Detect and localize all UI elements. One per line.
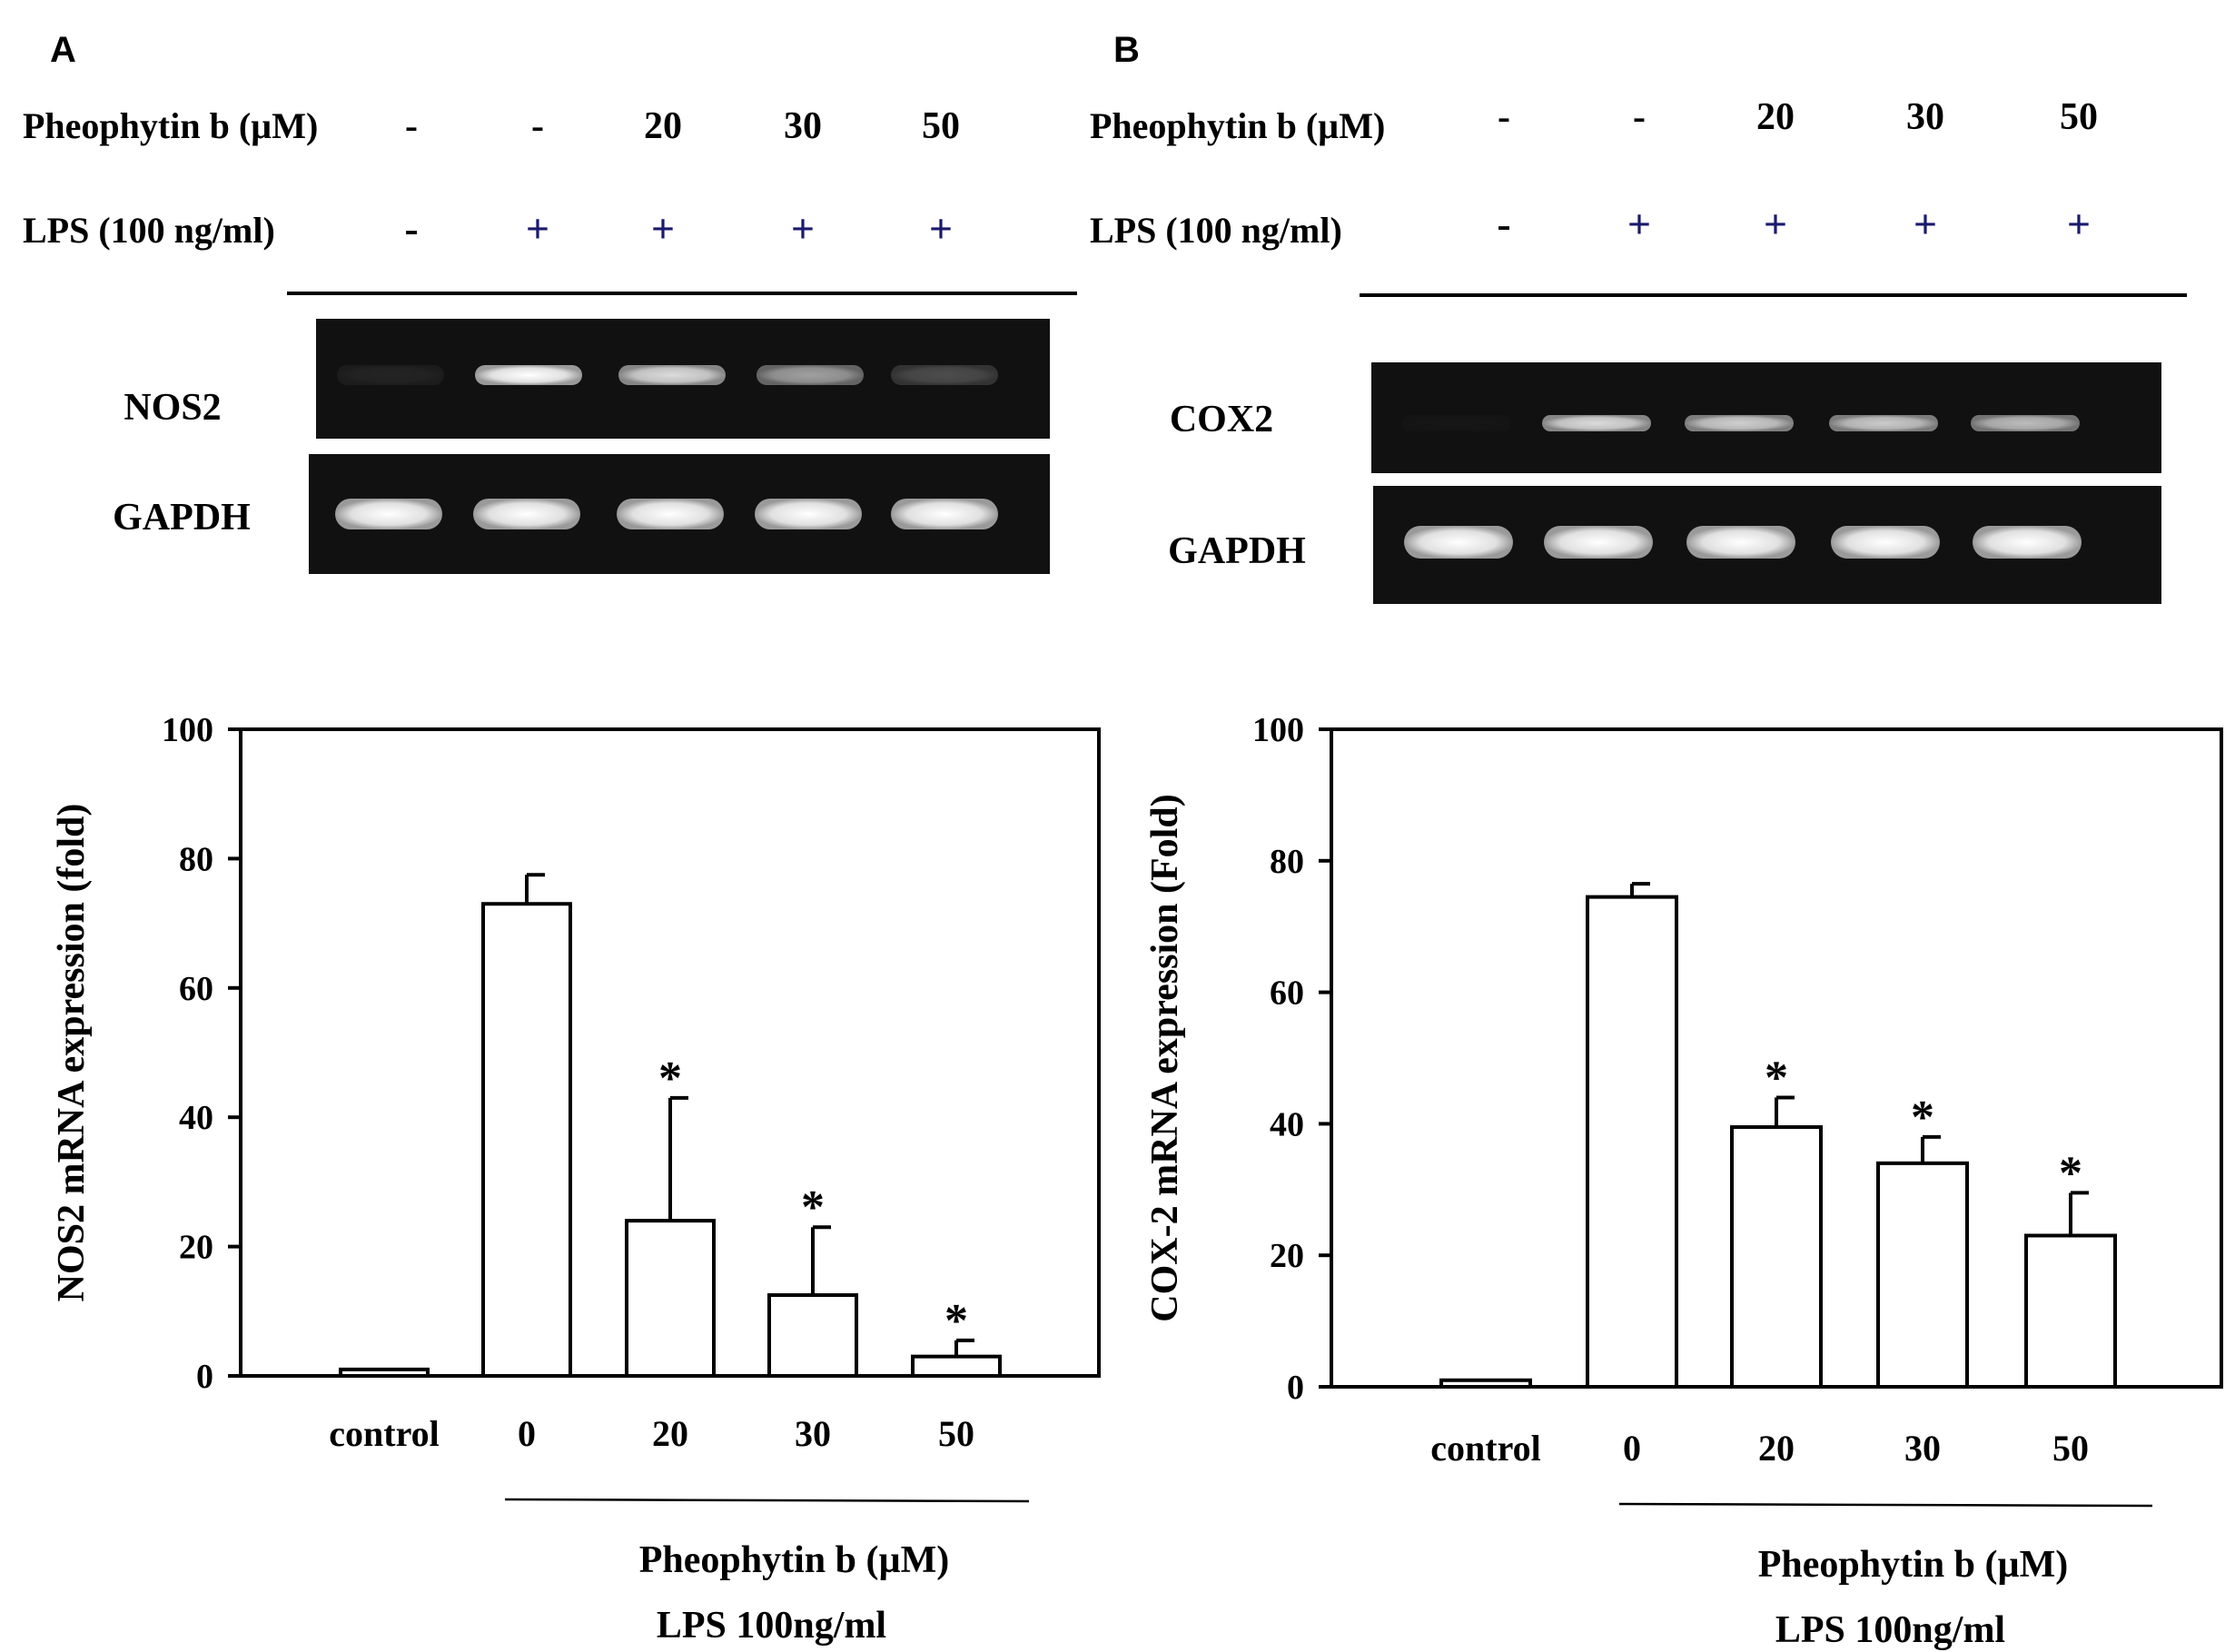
panel-a-lps-label: LPS (100 ng/ml) — [23, 210, 275, 251]
lps-value: + — [1627, 201, 1651, 247]
panel-b-gel-label-gapdh: GAPDH — [1168, 530, 1306, 572]
pheophytin-value: - — [405, 105, 418, 147]
panel-a-gel-label-nos2: NOS2 — [124, 387, 221, 429]
bar — [481, 902, 572, 1378]
gapdh-b-band — [1973, 526, 2082, 559]
pheophytin-value: 20 — [644, 105, 682, 147]
panel-b-pheophytin-label: Pheophytin b (µM) — [1090, 105, 1385, 146]
significance-marker: * — [1765, 1052, 1788, 1103]
x-category-label: 50 — [938, 1413, 974, 1454]
gapdh-a-band — [335, 499, 442, 529]
x-axis-label-pheophytin: Pheophytin b (µM) — [1758, 1544, 2069, 1586]
significance-marker: * — [944, 1295, 968, 1347]
x-category-label: 0 — [1623, 1428, 1641, 1469]
lps-value: + — [1914, 201, 1937, 247]
gapdh-b-band — [1831, 526, 1940, 559]
gapdh-b-band — [1404, 526, 1513, 559]
y-tick-label: 60 — [179, 970, 213, 1008]
nos2-band — [891, 365, 998, 385]
bar — [2024, 1233, 2117, 1389]
x-category-label: 50 — [2052, 1428, 2089, 1469]
x-category-label: 0 — [518, 1413, 536, 1454]
pheophytin-value: - — [531, 105, 544, 147]
lps-value: + — [526, 205, 549, 252]
bar — [1439, 1378, 1532, 1390]
treatment-group-rule — [1618, 1502, 2153, 1508]
gapdh-a-band — [473, 499, 580, 529]
gapdh-a-band — [617, 499, 724, 529]
y-tick-label: 20 — [1270, 1237, 1304, 1275]
x-category-label: control — [1430, 1428, 1540, 1469]
bar — [1730, 1125, 1823, 1390]
y-tick-label: 80 — [179, 840, 213, 878]
bar — [911, 1354, 1002, 1379]
panel-a-pheophytin-label: Pheophytin b (µM) — [23, 105, 318, 146]
x-axis-label-pheophytin: Pheophytin b (µM) — [639, 1539, 950, 1581]
lps-value: + — [929, 205, 953, 252]
y-tick-label: 40 — [179, 1099, 213, 1137]
cox2-band — [1829, 415, 1938, 431]
y-tick-label: 40 — [1270, 1105, 1304, 1143]
pheophytin-value: 20 — [1756, 96, 1795, 138]
significance-marker: * — [658, 1053, 682, 1104]
y-tick-label: 100 — [1252, 711, 1304, 749]
y-tick-label: 20 — [179, 1229, 213, 1267]
bar — [767, 1293, 858, 1378]
nos2-band — [757, 365, 864, 385]
pheophytin-value: 30 — [1906, 96, 1944, 138]
panel-a-gel-label-gapdh: GAPDH — [113, 497, 251, 539]
pheophytin-value: 30 — [784, 105, 822, 147]
significance-marker: * — [1911, 1092, 1934, 1143]
pheophytin-value: 50 — [2060, 96, 2098, 138]
panel-a-letter: A — [50, 30, 76, 70]
significance-marker: * — [801, 1182, 825, 1233]
x-category-label: 30 — [1904, 1428, 1941, 1469]
pheophytin-value: - — [1633, 96, 1646, 138]
nos2-band — [618, 365, 726, 385]
panel-b-lps-label: LPS (100 ng/ml) — [1090, 210, 1342, 251]
y-tick-label: 100 — [162, 711, 213, 749]
y-axis-label: NOS2 mRNA expression (fold) — [51, 804, 93, 1302]
lps-value: + — [791, 205, 815, 252]
nos2-band — [337, 365, 444, 385]
x-category-label: control — [329, 1413, 439, 1454]
gapdh-a-band — [755, 499, 862, 529]
y-tick-label: 60 — [1270, 974, 1304, 1013]
bar — [1876, 1161, 1969, 1389]
y-axis-label: COX-2 mRNA expression (Fold) — [1144, 794, 1186, 1321]
cox2-band — [1971, 415, 2080, 431]
lps-value: + — [1764, 201, 1787, 247]
lps-value: - — [1497, 201, 1510, 247]
x-axis-label-lps: LPS 100ng/ml — [1775, 1609, 2005, 1651]
y-tick-label: 0 — [1287, 1369, 1304, 1407]
cox2-band — [1542, 415, 1651, 431]
treatment-group-rule — [504, 1498, 1030, 1503]
x-category-label: 30 — [795, 1413, 831, 1454]
x-category-label: 20 — [652, 1413, 688, 1454]
lps-value: + — [651, 205, 675, 252]
panel-b-letter: B — [1113, 30, 1140, 70]
cox2-band — [1685, 415, 1794, 431]
lps-value: + — [2067, 201, 2091, 247]
gapdh-b-band — [1686, 526, 1795, 559]
gapdh-b-band — [1544, 526, 1653, 559]
bar — [1586, 895, 1678, 1389]
bar — [339, 1367, 430, 1379]
panel-b-gel-label-cox2: COX2 — [1170, 399, 1273, 440]
x-axis-label-lps: LPS 100ng/ml — [657, 1605, 886, 1647]
nos2-band — [475, 365, 582, 385]
significance-marker: * — [2059, 1147, 2082, 1199]
pheophytin-value: - — [1498, 96, 1510, 138]
y-tick-label: 80 — [1270, 843, 1304, 881]
bar — [625, 1219, 716, 1378]
cox2-band — [1402, 415, 1511, 431]
lps-value: - — [404, 205, 418, 252]
x-category-label: 20 — [1758, 1428, 1795, 1469]
gapdh-a-band — [891, 499, 998, 529]
y-tick-label: 0 — [196, 1358, 213, 1396]
pheophytin-value: 50 — [922, 105, 960, 147]
